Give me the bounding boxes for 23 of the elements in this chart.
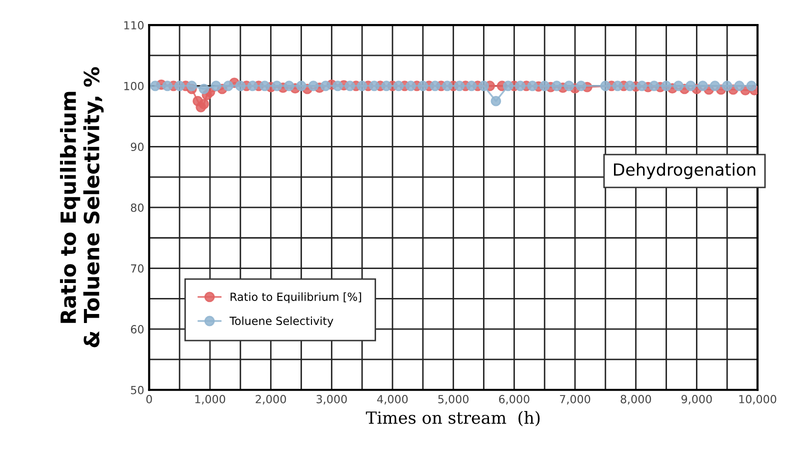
y-tick-label: 60	[130, 325, 144, 334]
x-tick-label: 0	[146, 394, 152, 404]
y-tick-label: 80	[130, 203, 144, 212]
x-tick-label: 1,000	[195, 394, 226, 404]
x-tick-label: 10,000	[739, 394, 776, 404]
y-tick-label: 110	[124, 21, 144, 30]
annotation: Dehydrogenation	[614, 162, 756, 180]
x-tick-label: 3,000	[316, 394, 347, 404]
x-tick-label: 8,000	[620, 394, 652, 404]
x-axis-title: Times on stream (h)	[366, 411, 540, 426]
y-tick-label: 70	[131, 264, 144, 273]
y-tick-label: 90	[130, 142, 144, 152]
x-tick-label: 7,000	[560, 394, 590, 404]
x-tick-label: 2,000	[256, 394, 286, 404]
y-tick-label: 50	[131, 386, 144, 394]
x-tick-label: 9,000	[681, 394, 712, 404]
y-tick-label: 100	[124, 82, 144, 90]
y-axis-title: Ratio to Equilibrium & Toluene Selectivity, %	[60, 67, 104, 348]
legend-label: Toluene Selectivity	[230, 316, 334, 328]
x-tick-label: 4,000	[377, 394, 408, 404]
x-tick-label: 6,000	[499, 394, 530, 404]
x-tick-label: 5,000	[438, 394, 469, 404]
legend-label: Ratio to Equilibrium [%]	[230, 292, 362, 304]
